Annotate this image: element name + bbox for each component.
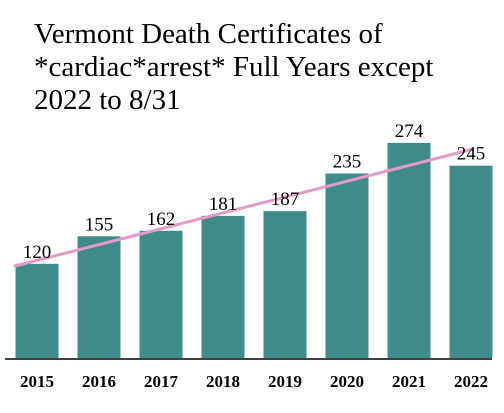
x-tick-label-2016: 2016 <box>82 372 116 391</box>
chart-title-line-2: *cardiac*arrest* Full Years except <box>34 51 434 83</box>
bar-2015 <box>15 263 59 358</box>
bar-2018 <box>201 215 245 358</box>
data-label-2018: 181 <box>209 194 238 215</box>
bar-2021 <box>387 142 431 358</box>
data-label-2021: 274 <box>395 121 424 142</box>
data-label-2019: 187 <box>271 189 300 210</box>
data-label-2016: 155 <box>85 214 114 235</box>
x-tick-label-2019: 2019 <box>268 372 302 391</box>
x-tick-label-2020: 2020 <box>330 372 364 391</box>
bar-2022 <box>449 165 493 358</box>
bar-2016 <box>77 236 121 358</box>
x-tick-label-2018: 2018 <box>206 372 240 391</box>
bar-2019 <box>263 211 307 358</box>
x-tick-label-2017: 2017 <box>144 372 179 391</box>
x-tick-label-2015: 2015 <box>20 372 54 391</box>
x-tick-label-2021: 2021 <box>392 372 426 391</box>
chart-title: Vermont Death Certificates of *cardiac*a… <box>34 18 494 117</box>
data-label-2017: 162 <box>147 209 176 230</box>
trendline <box>13 148 473 268</box>
bar-2017 <box>139 230 183 358</box>
chart-title-line-3: 2022 to 8/31 <box>34 84 181 116</box>
chart-title-line-1: Vermont Death Certificates of <box>34 18 383 50</box>
data-label-2020: 235 <box>333 152 362 173</box>
x-tick-label-2022: 2022 <box>454 372 488 391</box>
bar-2020 <box>325 173 369 358</box>
data-label-2022: 245 <box>457 144 486 165</box>
data-label-2015: 120 <box>23 242 52 263</box>
